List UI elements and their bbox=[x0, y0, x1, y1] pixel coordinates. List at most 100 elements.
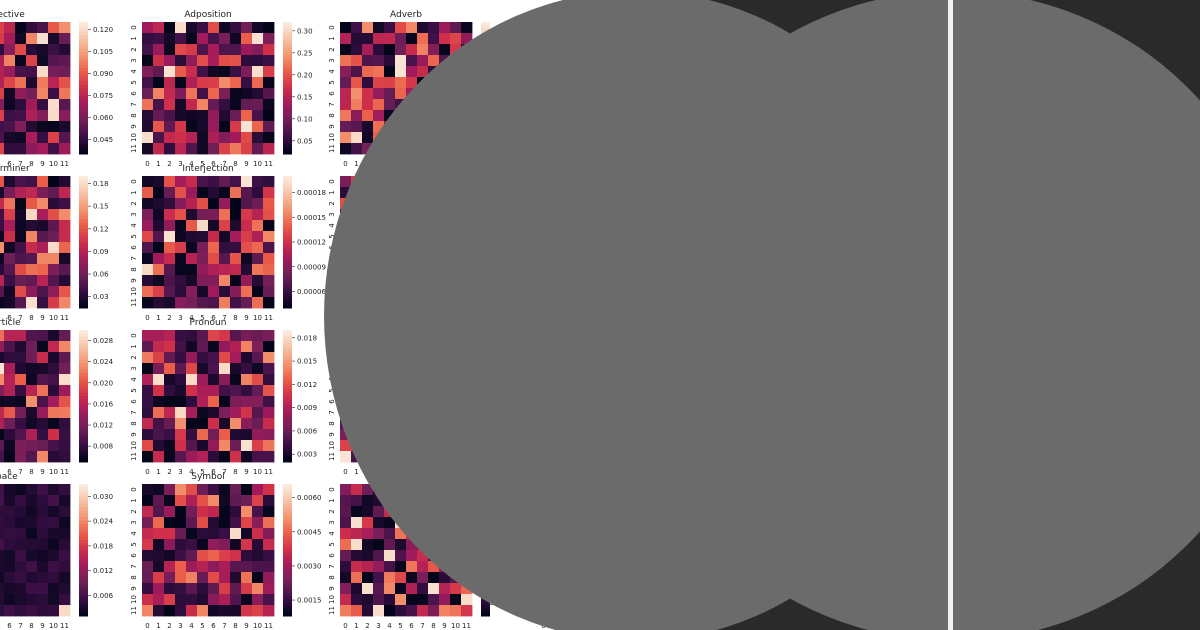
colorbar-segment bbox=[79, 179, 88, 184]
y-tick-label: 5 bbox=[328, 542, 336, 546]
heatmap-cell bbox=[373, 77, 385, 89]
heatmap-cell bbox=[439, 143, 451, 155]
colorbar-segment bbox=[283, 523, 292, 528]
heatmap-cell bbox=[461, 440, 473, 452]
colorbar-tick-label: 0.018 bbox=[297, 334, 317, 342]
colorbar-segment bbox=[79, 602, 88, 607]
heatmap-cell bbox=[186, 506, 198, 518]
heatmap-cell bbox=[175, 341, 187, 353]
y-tick-label: 3 bbox=[328, 212, 336, 216]
heatmap-cell bbox=[373, 363, 385, 375]
heatmap-cell bbox=[406, 440, 418, 452]
heatmap-cell bbox=[37, 88, 49, 100]
heatmap-cell bbox=[626, 506, 636, 518]
heatmap-cell bbox=[549, 506, 561, 518]
heatmap-cell bbox=[197, 264, 209, 276]
heatmap-cell bbox=[428, 209, 440, 221]
heatmap-cell bbox=[362, 99, 374, 111]
heatmap-cell bbox=[175, 506, 187, 518]
y-tick-label: 8 bbox=[328, 575, 336, 579]
heatmap-cell bbox=[604, 550, 616, 562]
heatmap-cell bbox=[373, 176, 385, 188]
colorbar-segment bbox=[481, 179, 490, 184]
heatmap-cell bbox=[15, 121, 27, 133]
heatmap-cell bbox=[615, 583, 627, 595]
heatmap-cell bbox=[230, 528, 242, 540]
y-tick-label: 1 bbox=[328, 190, 336, 194]
heatmap-cell bbox=[219, 330, 231, 342]
heatmap-cell bbox=[142, 44, 154, 56]
heatmap-cell bbox=[208, 451, 220, 463]
colorbar-tick-label: 0.28 bbox=[495, 486, 511, 494]
colorbar-segment bbox=[79, 288, 88, 292]
heatmap-cell bbox=[538, 407, 550, 419]
y-tick-label: 11 bbox=[526, 144, 534, 153]
colorbar-segment bbox=[283, 284, 292, 289]
heatmap-cell bbox=[549, 176, 561, 188]
heatmap-cell bbox=[604, 374, 616, 386]
colorbar-segment bbox=[79, 268, 88, 273]
heatmap-cell bbox=[142, 561, 154, 573]
heatmap-cell bbox=[626, 363, 636, 375]
colorbar-segment bbox=[79, 448, 88, 453]
heatmap-cell bbox=[406, 121, 418, 133]
heatmap-cell bbox=[538, 143, 550, 155]
heatmap-cell bbox=[461, 374, 473, 386]
heatmap-cell bbox=[439, 572, 451, 584]
heatmap-cell bbox=[428, 407, 440, 419]
heatmap-cell bbox=[219, 132, 231, 144]
heatmap-cell bbox=[626, 55, 636, 67]
heatmap-cell bbox=[604, 99, 616, 111]
heatmap-cell bbox=[593, 418, 605, 430]
colorbar-segment bbox=[481, 343, 490, 347]
heatmap-cell bbox=[186, 275, 198, 287]
colorbar-segment bbox=[283, 369, 292, 374]
heatmap-cell bbox=[395, 286, 407, 298]
heatmap-cell bbox=[604, 33, 616, 45]
heatmap-cell bbox=[48, 539, 60, 551]
heatmap-cell bbox=[439, 484, 451, 496]
heatmap-cell bbox=[263, 264, 275, 276]
colorbar-segment bbox=[481, 245, 490, 250]
colorbar-segment bbox=[481, 369, 490, 374]
x-tick-label: 5 bbox=[200, 622, 204, 630]
heatmap-cell bbox=[593, 242, 605, 254]
heatmap-cell bbox=[153, 374, 165, 386]
heatmap-cell bbox=[384, 429, 396, 441]
heatmap-cell bbox=[461, 330, 473, 342]
heatmap-cell bbox=[450, 363, 462, 375]
colorbar-segment bbox=[481, 199, 490, 203]
heatmap-cell bbox=[615, 528, 627, 540]
heatmap-cell bbox=[450, 253, 462, 265]
colorbar-segment bbox=[79, 586, 88, 591]
colorbar-segment bbox=[283, 179, 292, 184]
heatmap-cell bbox=[4, 572, 16, 584]
colorbar-segment bbox=[481, 566, 490, 571]
heatmap-cell bbox=[208, 583, 220, 595]
colorbar-tick-label: 0.09 bbox=[93, 248, 109, 256]
colorbar-segment bbox=[283, 405, 292, 410]
heatmap-cell bbox=[0, 77, 5, 89]
x-tick-label: 0 bbox=[541, 314, 545, 322]
colorbar-segment bbox=[79, 363, 88, 367]
heatmap-cell bbox=[230, 55, 242, 67]
heatmap-cell bbox=[439, 385, 451, 397]
heatmap-cell bbox=[395, 187, 407, 199]
heatmap-cell bbox=[230, 605, 242, 617]
colorbar-segment bbox=[481, 569, 490, 574]
heatmap-title: Determiner bbox=[0, 164, 30, 174]
heatmap-cell bbox=[351, 231, 363, 243]
colorbar-tick-label: 0.18 bbox=[93, 180, 109, 188]
heatmap-cell bbox=[417, 264, 429, 276]
heatmap-cell bbox=[450, 143, 462, 155]
heatmap-cell bbox=[252, 99, 264, 111]
y-tick-label: 4 bbox=[328, 69, 336, 74]
colorbar-segment bbox=[283, 573, 292, 577]
heatmap-cell bbox=[252, 440, 264, 452]
heatmap-cell bbox=[175, 121, 187, 133]
colorbar-segment bbox=[481, 330, 490, 334]
colorbar-segment bbox=[481, 422, 490, 427]
heatmap-cell bbox=[48, 341, 60, 353]
heatmap-cell bbox=[197, 143, 209, 155]
heatmap-cell bbox=[395, 121, 407, 133]
